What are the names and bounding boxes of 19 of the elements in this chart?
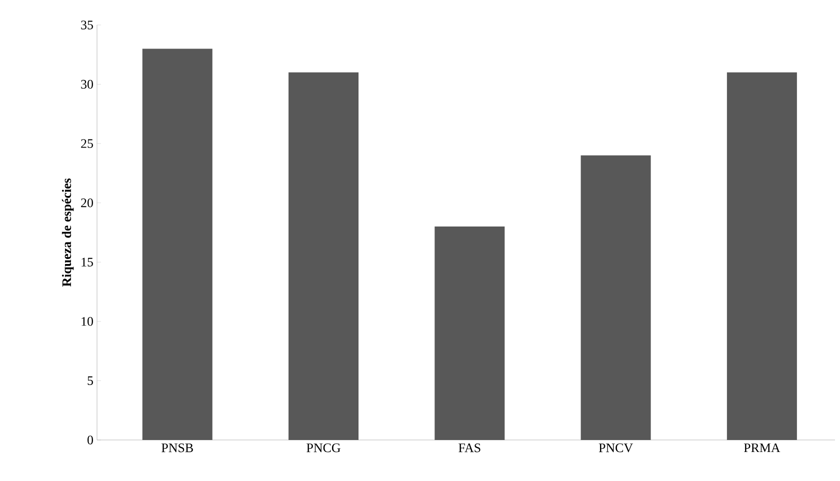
y-tick-label: 0 — [88, 436, 93, 444]
y-axis-title: Riqueza de espécies — [62, 178, 74, 287]
x-tick-label: PNCG — [306, 444, 340, 452]
y-tick-label: 20 — [81, 198, 93, 208]
x-tick-label: PNSB — [162, 444, 193, 452]
bar — [288, 72, 359, 440]
bar — [580, 155, 651, 440]
y-tick-label: 5 — [88, 376, 93, 385]
bar — [142, 48, 212, 440]
bar — [434, 226, 505, 440]
x-tick-label: PNCV — [598, 444, 633, 452]
y-tick-label: 35 — [81, 20, 93, 30]
y-tick-label: 15 — [82, 258, 93, 266]
y-tick-label: 25 — [81, 139, 93, 148]
x-tick-label: FAS — [458, 444, 480, 452]
bar — [726, 72, 797, 440]
y-tick-label: 10 — [82, 317, 93, 326]
x-tick-label: PRMA — [744, 444, 780, 452]
y-tick-label: 30 — [81, 80, 93, 89]
